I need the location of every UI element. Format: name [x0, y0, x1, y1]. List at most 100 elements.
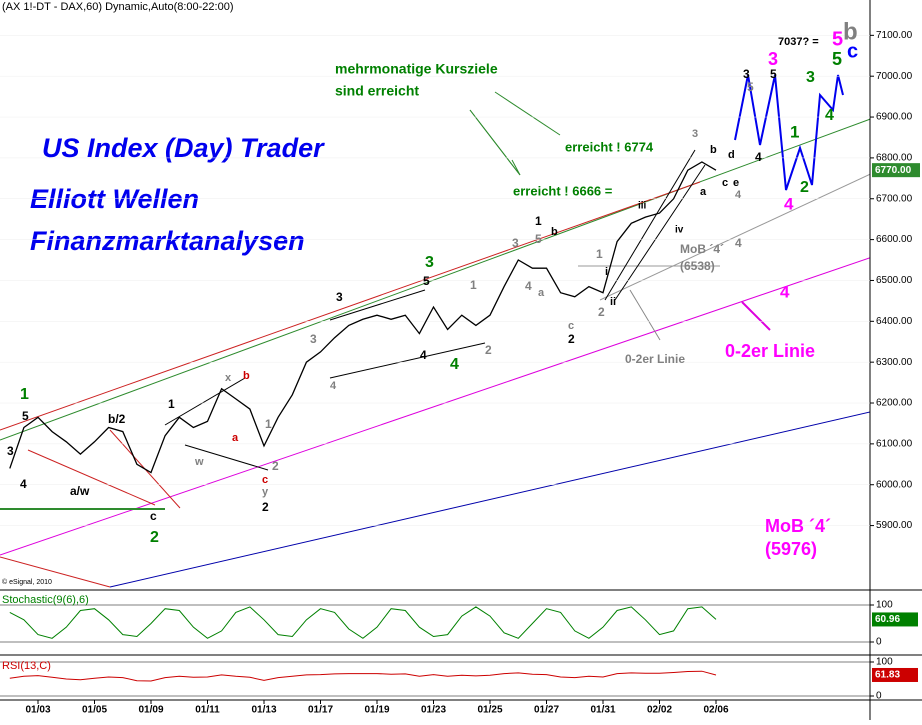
- wave-label: 4: [450, 356, 459, 373]
- y-tick-label: 7100.00: [876, 30, 913, 41]
- wave-label: iv: [675, 225, 684, 236]
- wave-label: 2: [568, 332, 575, 346]
- x-tick-label: 01/13: [251, 705, 276, 716]
- x-tick-label: 01/27: [534, 705, 559, 716]
- wave-label: sind erreicht: [335, 83, 419, 99]
- wave-label: b: [843, 18, 858, 45]
- x-tick-label: 01/09: [138, 705, 163, 716]
- wave-label: mehrmonatige Kursziele: [335, 61, 498, 77]
- arrow: [469, 109, 521, 176]
- panel-title: Stochastic(9(6),6): [2, 594, 89, 606]
- channel-line: [604, 149, 696, 301]
- wave-label: 1: [790, 122, 799, 141]
- headline: US Index (Day) Trader: [42, 133, 325, 163]
- y-tick-label: 6500.00: [876, 275, 913, 286]
- wave-label: 3: [806, 69, 815, 86]
- y-tick-label: 5900.00: [876, 520, 913, 531]
- wave-label: i: [605, 266, 608, 278]
- channel-line: [0, 556, 111, 588]
- wave-label: 0-2er Linie: [725, 341, 815, 361]
- wave-label: 2: [598, 305, 605, 319]
- y-tick-label: 6900.00: [876, 112, 913, 123]
- wave-label: 1: [265, 417, 272, 431]
- wave-label: 7037? =: [778, 36, 819, 48]
- wave-label: b: [243, 370, 250, 382]
- wave-label: 5: [770, 67, 777, 81]
- x-tick-label: 02/02: [647, 705, 672, 716]
- wave-label: 1: [20, 386, 29, 403]
- wave-label: 3: [310, 332, 317, 346]
- wave-label: 2: [272, 459, 279, 473]
- x-tick-label: 01/25: [477, 705, 502, 716]
- channel-line: [599, 149, 922, 301]
- wave-label: 4: [780, 282, 790, 301]
- y-tick-label: 100: [876, 600, 893, 611]
- channel-line: [0, 99, 922, 441]
- channel-line: [109, 399, 922, 588]
- wave-label: x: [225, 372, 232, 384]
- wave-label: MoB ´4´: [765, 516, 831, 536]
- wave-label: 3: [336, 290, 343, 304]
- last-value-box: [872, 612, 918, 627]
- channel-line: [184, 444, 269, 471]
- wave-label: 5: [423, 274, 430, 288]
- wave-label: 1: [535, 214, 542, 228]
- wave-label: a: [232, 432, 239, 444]
- y-tick-label: 0: [876, 637, 882, 648]
- last-value-box: [872, 667, 918, 682]
- y-tick-label: 6200.00: [876, 398, 913, 409]
- channel-line: [614, 164, 706, 301]
- wave-label: 3: [692, 128, 698, 140]
- x-tick-label: 01/19: [364, 705, 389, 716]
- y-tick-label: 6600.00: [876, 234, 913, 245]
- last-price-box: [872, 163, 920, 178]
- wave-label: 4: [420, 348, 427, 362]
- arrow: [741, 301, 771, 331]
- channel-line: [27, 449, 156, 506]
- wave-label: y: [262, 486, 269, 498]
- wave-label: 5: [832, 49, 842, 69]
- wave-label: 3: [425, 254, 434, 271]
- axis-background: [870, 0, 922, 590]
- price-line: [9, 606, 717, 639]
- price-line: [9, 670, 717, 682]
- wave-label: d: [728, 149, 735, 161]
- wave-label: 0-2er Linie: [625, 352, 685, 366]
- wave-label: 1: [470, 278, 477, 292]
- x-tick-label: 01/03: [25, 705, 50, 716]
- wave-label: erreicht ! 6666 =: [513, 183, 613, 198]
- wave-label: e: [733, 177, 739, 189]
- wave-label: 4: [20, 477, 27, 491]
- wave-label: 2: [262, 500, 269, 514]
- wave-label: erreicht ! 6774: [565, 139, 654, 154]
- x-tick-label: 01/05: [82, 705, 107, 716]
- wave-label: b/2: [108, 412, 126, 426]
- wave-label: 4: [784, 194, 794, 213]
- wave-label: (6538): [680, 259, 715, 273]
- wave-label: 1: [168, 397, 175, 411]
- last-price-label: 6770.00: [875, 165, 912, 176]
- wave-label: c: [568, 320, 574, 332]
- wave-label: 4: [755, 150, 762, 164]
- wave-label: a/w: [70, 484, 90, 498]
- headline: Elliott Wellen: [30, 184, 199, 214]
- wave-label: 5: [747, 80, 754, 94]
- arrow: [629, 289, 661, 341]
- y-tick-label: 6700.00: [876, 193, 913, 204]
- channel-line: [164, 377, 246, 426]
- wave-label: a: [538, 287, 545, 299]
- wave-label: ii: [610, 296, 616, 308]
- wave-label: a: [700, 186, 707, 198]
- wave-label: 4: [825, 107, 834, 124]
- arrow: [494, 91, 561, 136]
- wave-label: 3: [7, 444, 14, 458]
- wave-label: 5: [832, 28, 843, 50]
- x-tick-label: 02/06: [703, 705, 728, 716]
- y-tick-label: 7000.00: [876, 71, 913, 82]
- y-tick-label: 100: [876, 657, 893, 668]
- last-value-label: 60.96: [875, 614, 900, 625]
- y-tick-label: 6300.00: [876, 357, 913, 368]
- wave-label: b: [551, 226, 558, 238]
